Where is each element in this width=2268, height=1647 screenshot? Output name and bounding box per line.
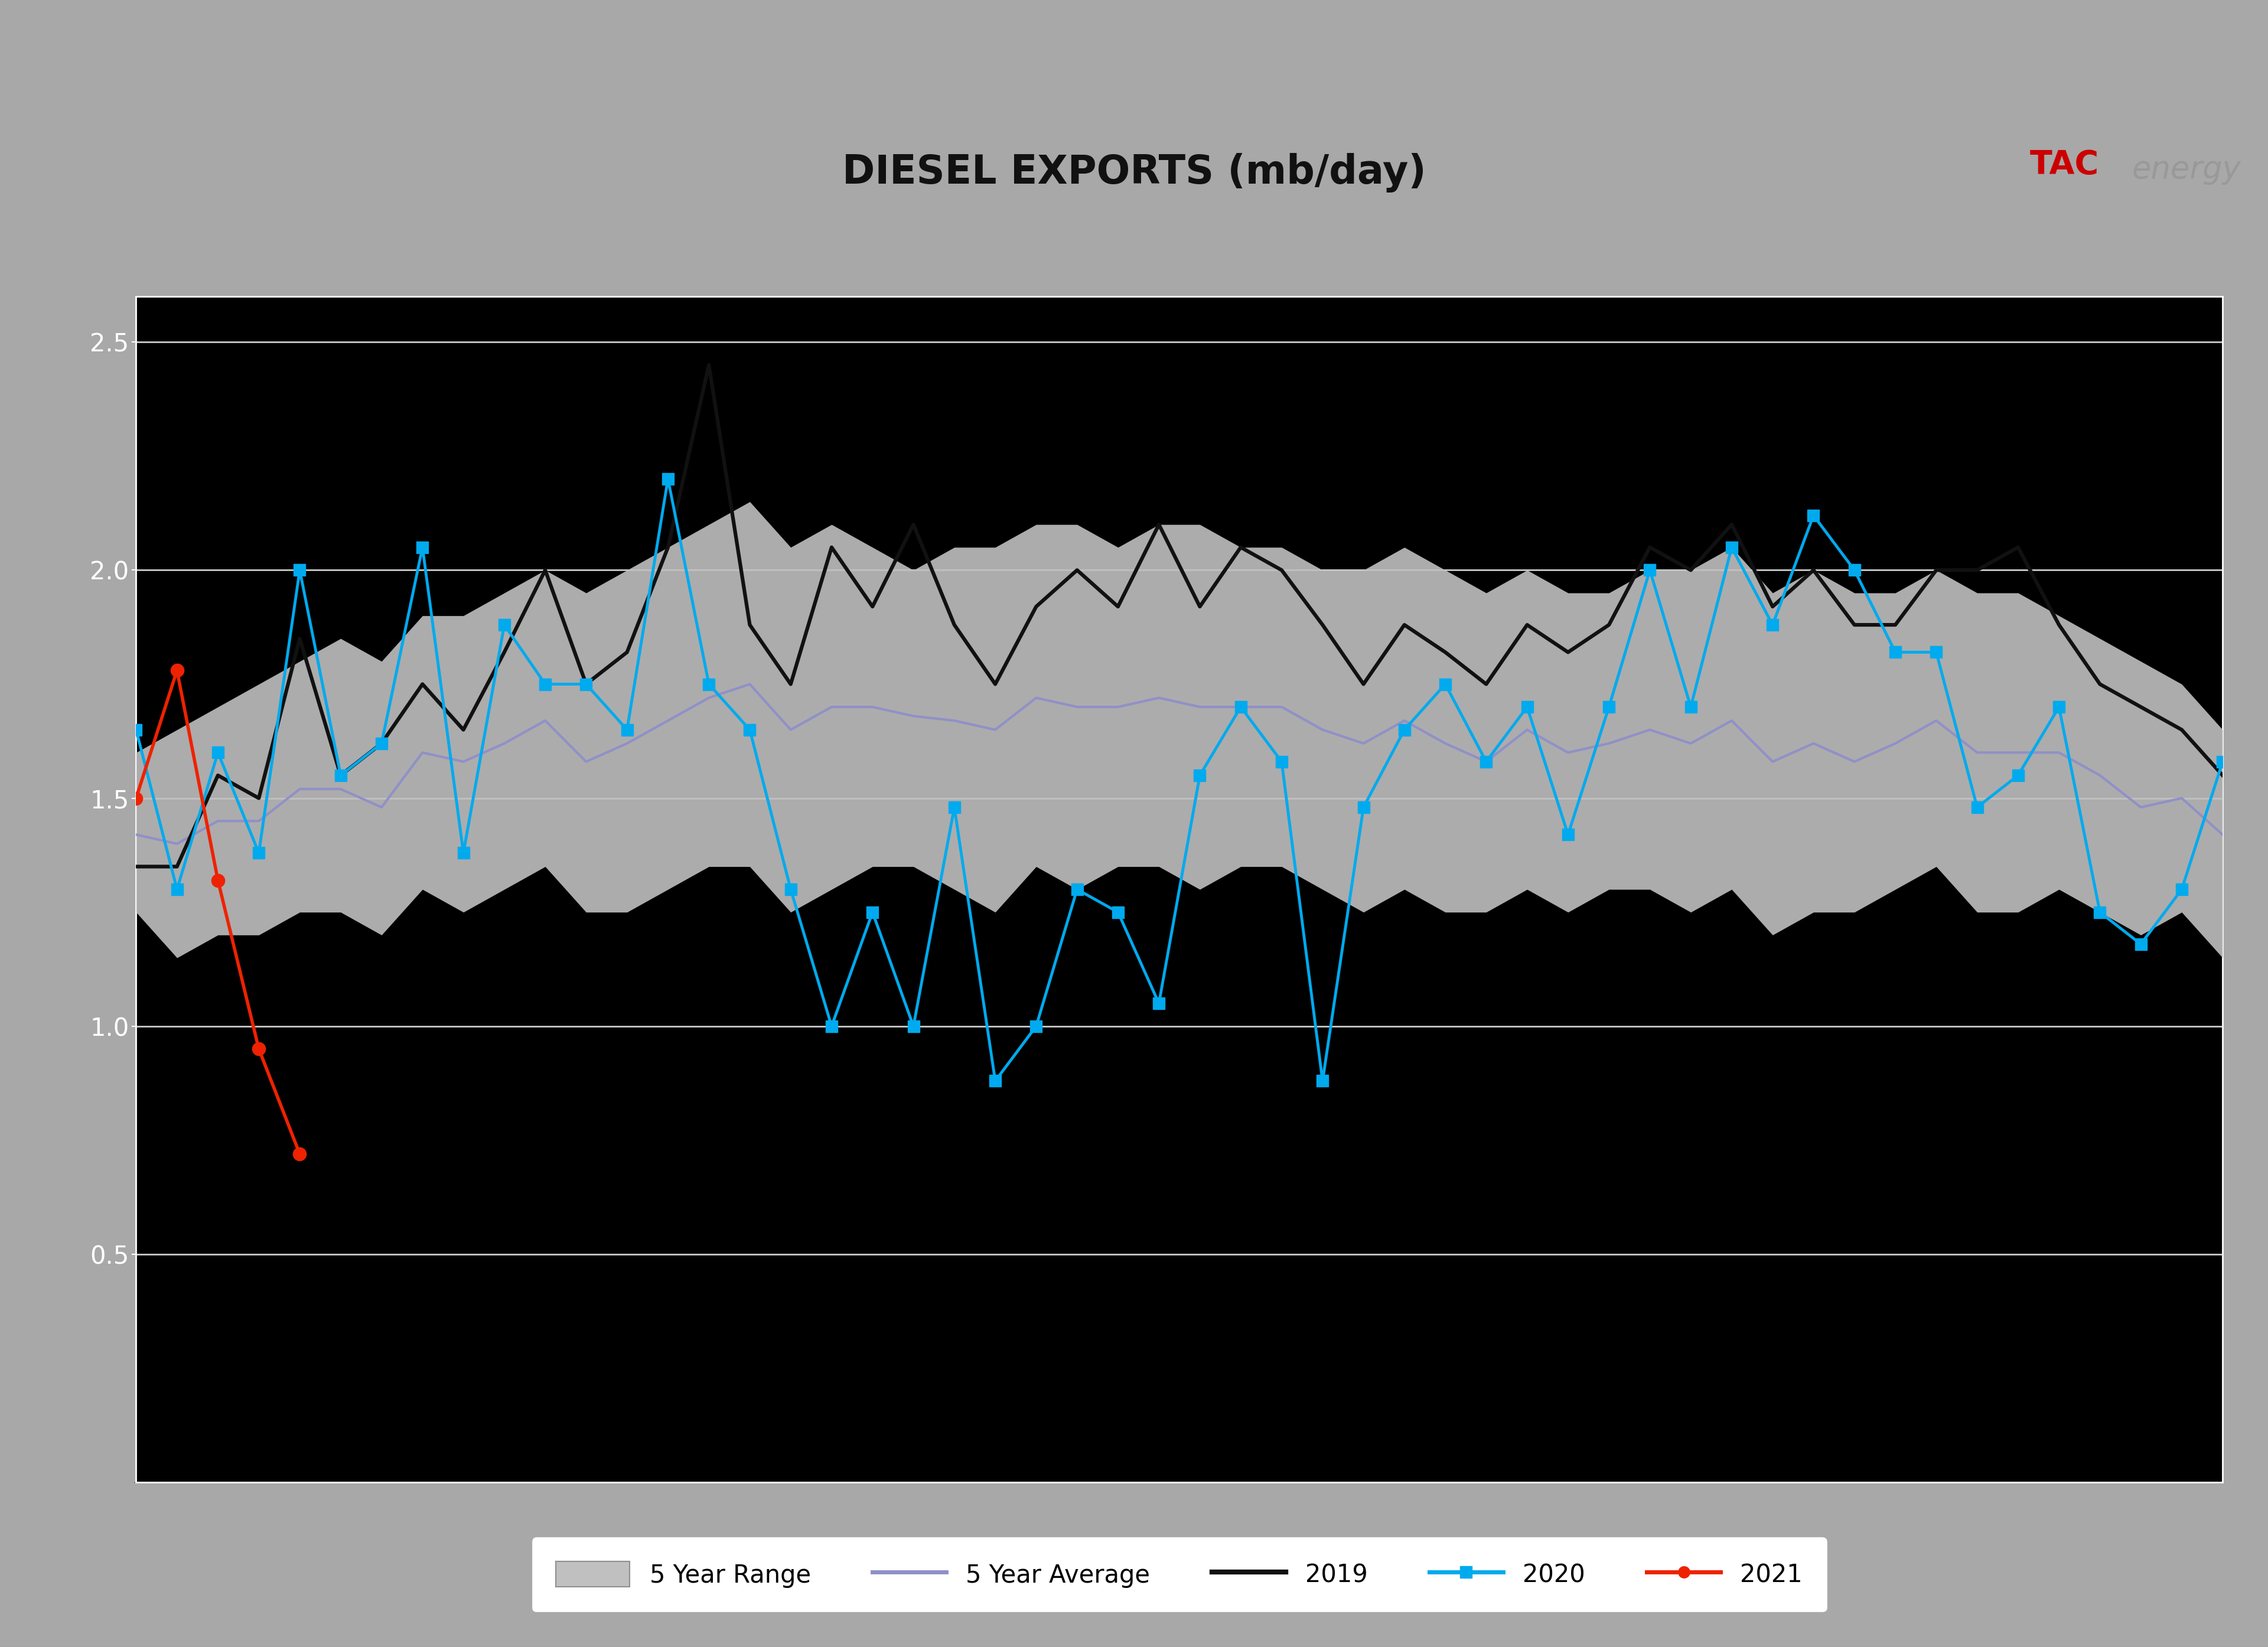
Text: DIESEL EXPORTS (mb/day): DIESEL EXPORTS (mb/day): [841, 153, 1427, 193]
Legend: 5 Year Range, 5 Year Average, 2019, 2020, 2021: 5 Year Range, 5 Year Average, 2019, 2020…: [531, 1537, 1828, 1612]
Text: TAC: TAC: [2030, 148, 2100, 181]
Text: energy: energy: [2132, 155, 2241, 184]
